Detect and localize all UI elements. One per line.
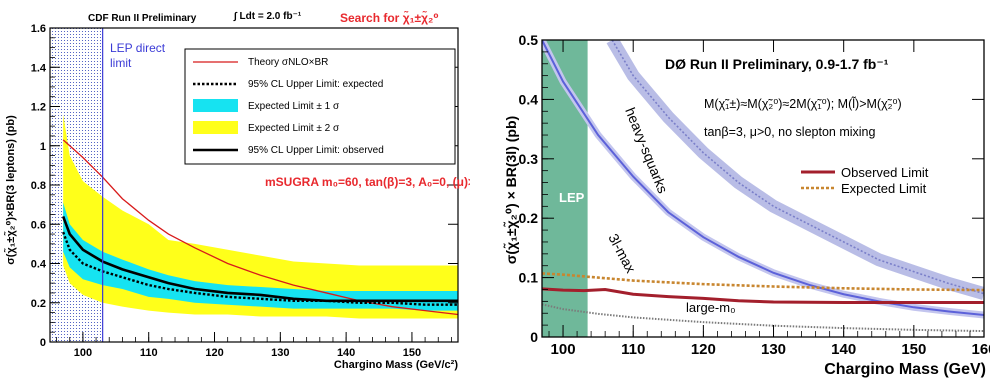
cdf-y-tick-label: 1.4 bbox=[31, 62, 47, 74]
d0-x-axis-label: Chargino Mass (GeV) bbox=[824, 361, 986, 378]
cdf-y-tick-label: 0.4 bbox=[31, 259, 47, 271]
cdf-legend-swatch-2sigma bbox=[193, 121, 238, 134]
cdf-legend-1sigma: Expected Limit ± 1 σ bbox=[248, 101, 340, 112]
cdf-legend-2sigma: Expected Limit ± 2 σ bbox=[248, 123, 340, 134]
d0-title: DØ Run II Preliminary, 0.9-1.7 fb⁻¹ bbox=[665, 56, 889, 72]
cdf-x-tick-label: 110 bbox=[140, 347, 158, 359]
d0-y-axis-label: σ(χ̃₁±χ̃₂⁰) × BR(3l) (pb) bbox=[502, 116, 519, 264]
cdf-x-tick-label: 150 bbox=[403, 347, 421, 359]
d0-y-tick-label: 0.1 bbox=[519, 270, 539, 286]
cdf-legend-theory: Theory σNLO×BR bbox=[248, 57, 328, 68]
cdf-y-tick-label: 1.6 bbox=[31, 23, 46, 35]
d0-lep-label: LEP bbox=[559, 190, 585, 205]
d0-legend-expected: Expected Limit bbox=[841, 181, 927, 196]
cdf-x-tick-label: 100 bbox=[74, 347, 92, 359]
d0-large-m0-label: large-m₀ bbox=[686, 300, 735, 315]
d0-chart: 0 0.1 0.2 0.3 0.4 0.5 100 110 120 130 140 150 160 σ(… bbox=[490, 0, 990, 379]
cdf-msugra-label: mSUGRA m₀=60, tan(β)=3, A₀=0, (μ)>0 bbox=[265, 175, 470, 189]
cdf-y-tick-label: 0 bbox=[40, 337, 46, 349]
d0-y-tick-label: 0.5 bbox=[519, 32, 539, 48]
cdf-lep-label-1: LEP direct bbox=[110, 41, 166, 55]
cdf-x-tick-label: 130 bbox=[271, 347, 289, 359]
cdf-y-tick-label: 0.2 bbox=[31, 298, 46, 310]
d0-x-tick-label: 100 bbox=[551, 341, 576, 358]
cdf-legend-observed: 95% CL Upper Limit: observed bbox=[248, 145, 384, 156]
d0-x-tick-label: 130 bbox=[761, 341, 786, 358]
d0-x-tick-label: 140 bbox=[831, 341, 856, 358]
cdf-x-axis-label: Chargino Mass (GeV/c²) bbox=[334, 359, 458, 371]
cdf-legend-swatch-1sigma bbox=[193, 99, 238, 112]
cdf-y-tick-label: 1 bbox=[40, 141, 46, 153]
d0-y-tick-label: 0.2 bbox=[519, 210, 539, 226]
d0-x-tick-label: 150 bbox=[901, 341, 926, 358]
d0-parameters: tanβ=3, μ>0, no slepton mixing bbox=[704, 125, 875, 139]
cdf-y-tick-label: 1.2 bbox=[31, 102, 46, 114]
cdf-legend-expected: 95% CL Upper Limit: expected bbox=[248, 79, 383, 90]
d0-y-tick-label: 0.3 bbox=[519, 151, 539, 167]
cdf-y-tick-label: 0.6 bbox=[31, 219, 46, 231]
cdf-y-axis-label: σ(χ̃₁±χ̃₂⁰)×BR(3 leptons) (pb) bbox=[4, 115, 17, 265]
d0-y-tick-label: 0.4 bbox=[519, 91, 539, 107]
cdf-x-tick-label: 120 bbox=[205, 347, 223, 359]
d0-legend-observed: Observed Limit bbox=[841, 165, 929, 180]
d0-x-tick-label: 120 bbox=[691, 341, 716, 358]
cdf-lep-label-2: limit bbox=[110, 56, 132, 70]
d0-3lmax-label: 3l-max bbox=[605, 231, 639, 276]
cdf-chart: 0 0.2 0.4 0.6 0.8 1 1.2 1.4 1.6 100 110 120 130 140 15… bbox=[0, 0, 470, 379]
cdf-x-tick-label: 140 bbox=[337, 347, 355, 359]
d0-y-tick-label: 0 bbox=[530, 329, 538, 345]
d0-observed-line bbox=[542, 289, 984, 303]
d0-x-tick-label: 110 bbox=[621, 341, 645, 358]
d0-x-tick-label: 160 bbox=[971, 341, 990, 358]
cdf-y-tick-label: 0.8 bbox=[31, 180, 46, 192]
d0-mass-relation: M(χ̃₁±)≈M(χ̃₂⁰)≈2M(χ̃₁⁰); M(l̃)>M(χ̃₂⁰) bbox=[704, 96, 902, 111]
